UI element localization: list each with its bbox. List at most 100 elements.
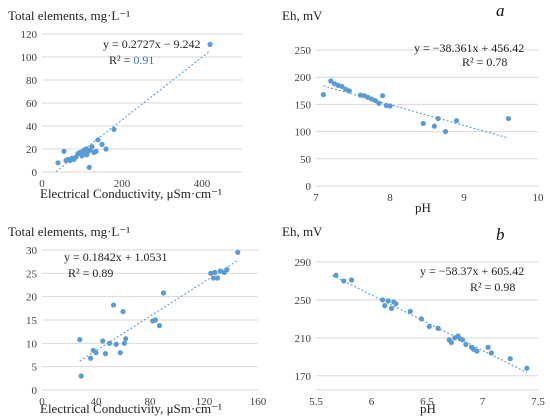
y-tick-label: 60 [26, 98, 38, 110]
r-squared: R² = 0.98 [470, 280, 515, 294]
x-tick-label: 6 [369, 396, 375, 408]
x-tick-label: 5.5 [309, 396, 323, 408]
y-tick-label: 0 [32, 385, 38, 397]
data-point [93, 350, 99, 356]
data-point [78, 373, 84, 379]
data-point [524, 365, 530, 371]
data-point [407, 308, 413, 314]
data-point [435, 325, 441, 331]
data-point [89, 144, 95, 150]
x-axis-title: pH [420, 401, 436, 416]
y-tick-label: 30 [26, 245, 38, 257]
y-tick-label: 100 [21, 52, 38, 64]
y-tick-label: 290 [295, 257, 312, 269]
data-point [418, 316, 425, 322]
data-point [100, 338, 106, 344]
data-point [120, 309, 126, 315]
data-point [385, 298, 391, 304]
data-point [474, 348, 480, 354]
data-point [333, 272, 339, 278]
y-tick-label: 80 [26, 75, 38, 87]
data-point [505, 115, 511, 122]
y-tick-label: 5 [32, 362, 38, 374]
y-axis-title: Total elements, mg·L⁻¹ [8, 8, 130, 23]
data-point [102, 351, 109, 357]
x-tick-label: 10 [533, 192, 545, 204]
y-axis-title: Eh, mV [282, 8, 323, 23]
data-point [121, 340, 127, 346]
x-tick-label: 400 [194, 178, 211, 190]
data-point [117, 350, 123, 356]
data-point [454, 118, 460, 124]
y-tick-label: 50 [300, 154, 312, 166]
data-point [420, 120, 426, 127]
data-point [123, 336, 129, 342]
data-point [426, 323, 432, 330]
x-tick-label: 0 [39, 396, 45, 408]
y-tick-label: 150 [295, 99, 312, 111]
data-point [93, 148, 99, 154]
x-tick-label: 7 [313, 192, 319, 204]
data-point [79, 153, 85, 159]
data-point [103, 146, 109, 152]
data-point [507, 356, 513, 362]
data-point [111, 126, 117, 133]
data-point [55, 160, 61, 166]
data-point [348, 277, 355, 283]
r-squared: R² = 0.91 [109, 53, 154, 67]
y-tick-label: 0 [32, 167, 38, 179]
x-tick-label: 8 [387, 192, 393, 204]
data-point [393, 301, 399, 307]
data-point [160, 290, 167, 296]
data-point [346, 88, 352, 94]
x-axis-title: Electrical Conductivity, μSm·cm⁻¹ [40, 186, 222, 201]
trend-equation: y = 0.2727x − 9.242 [103, 37, 201, 51]
y-tick-label: 40 [26, 121, 38, 133]
data-point [341, 278, 347, 284]
data-point [448, 339, 455, 346]
y-axis-title: Total elements, mg·L⁻¹ [8, 224, 130, 239]
data-point [372, 97, 378, 104]
y-tick-label: 20 [26, 292, 38, 304]
data-point [61, 148, 67, 154]
data-point [86, 164, 92, 170]
data-point [459, 337, 466, 343]
x-tick-label: 80 [145, 396, 157, 408]
y-axis-title: Eh, mV [282, 224, 323, 239]
data-point [463, 341, 469, 348]
y-tick-label: 170 [295, 371, 312, 383]
x-tick-label: 7.5 [531, 396, 545, 408]
y-tick-label: 210 [295, 333, 312, 345]
x-tick-label: 6.5 [420, 396, 434, 408]
x-tick-label: 120 [196, 396, 213, 408]
x-tick-label: 40 [91, 396, 103, 408]
y-tick-label: 20 [26, 144, 38, 156]
data-point [95, 137, 101, 143]
data-point [387, 103, 393, 109]
x-tick-label: 7 [480, 396, 486, 408]
x-tick-label: 0 [39, 178, 45, 190]
y-tick-label: 0 [306, 181, 312, 193]
data-point [235, 249, 241, 255]
trend-equation: y = −58.37x + 605.42 [420, 264, 524, 278]
y-tick-label: 15 [26, 315, 38, 327]
data-point [380, 297, 386, 303]
data-point [320, 92, 326, 98]
data-point [435, 115, 441, 122]
data-point [376, 100, 382, 106]
data-point [106, 340, 113, 346]
y-tick-label: 250 [295, 295, 312, 307]
panel-bottom-left: 0 5 10 15 20 25 30 0 40 80 120 160 Total elements, m… [8, 224, 267, 416]
data-point [382, 303, 388, 309]
trendline [323, 85, 509, 139]
panel-top-right-a: 0 50 100 150 200 250 7 8 9 10 Eh, mV a pH y = −38.361… [282, 1, 544, 215]
y-tick-label: 120 [21, 29, 38, 41]
x-tick-label: 200 [114, 178, 131, 190]
data-point [214, 275, 221, 281]
data-point [207, 41, 213, 47]
panel-letter: b [496, 225, 505, 244]
trend-equation: y = −38.361x + 456.42 [414, 41, 524, 55]
data-point [210, 275, 217, 281]
x-tick-label: 160 [250, 396, 267, 408]
